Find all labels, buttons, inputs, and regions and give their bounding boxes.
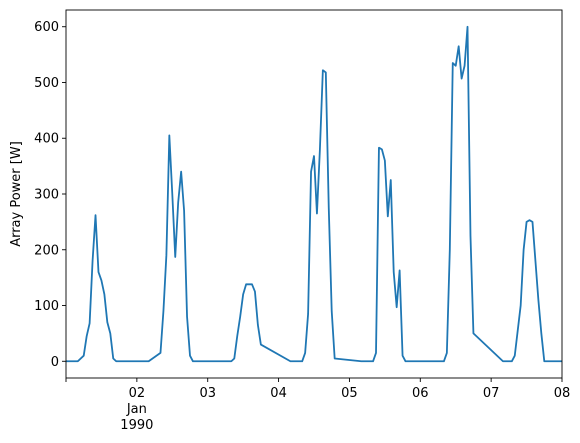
x-tick-year-label: 1990 xyxy=(120,418,153,433)
y-tick-label: 300 xyxy=(34,188,59,203)
y-axis-label: Array Power [W] xyxy=(9,141,24,247)
x-tick-label: 02 xyxy=(129,386,146,401)
y-axis-ticks: 0 100 200 300 400 500 600 xyxy=(34,20,66,370)
x-tick-label: 07 xyxy=(483,386,500,401)
y-tick-label: 600 xyxy=(34,20,59,35)
x-tick-month-label: Jan xyxy=(126,402,147,417)
x-tick-label: 08 xyxy=(554,386,571,401)
y-tick-label: 500 xyxy=(34,76,59,91)
y-tick-label: 100 xyxy=(34,299,59,314)
y-tick-label: 200 xyxy=(34,243,59,258)
x-tick-label: 05 xyxy=(341,386,358,401)
axes-frame xyxy=(65,9,563,379)
y-tick-label: 0 xyxy=(51,355,59,370)
y-tick-label: 400 xyxy=(34,132,59,147)
x-tick-label: 06 xyxy=(412,386,429,401)
x-tick-label: 03 xyxy=(199,386,216,401)
x-tick-label: 04 xyxy=(270,386,287,401)
array-power-line xyxy=(66,25,562,363)
